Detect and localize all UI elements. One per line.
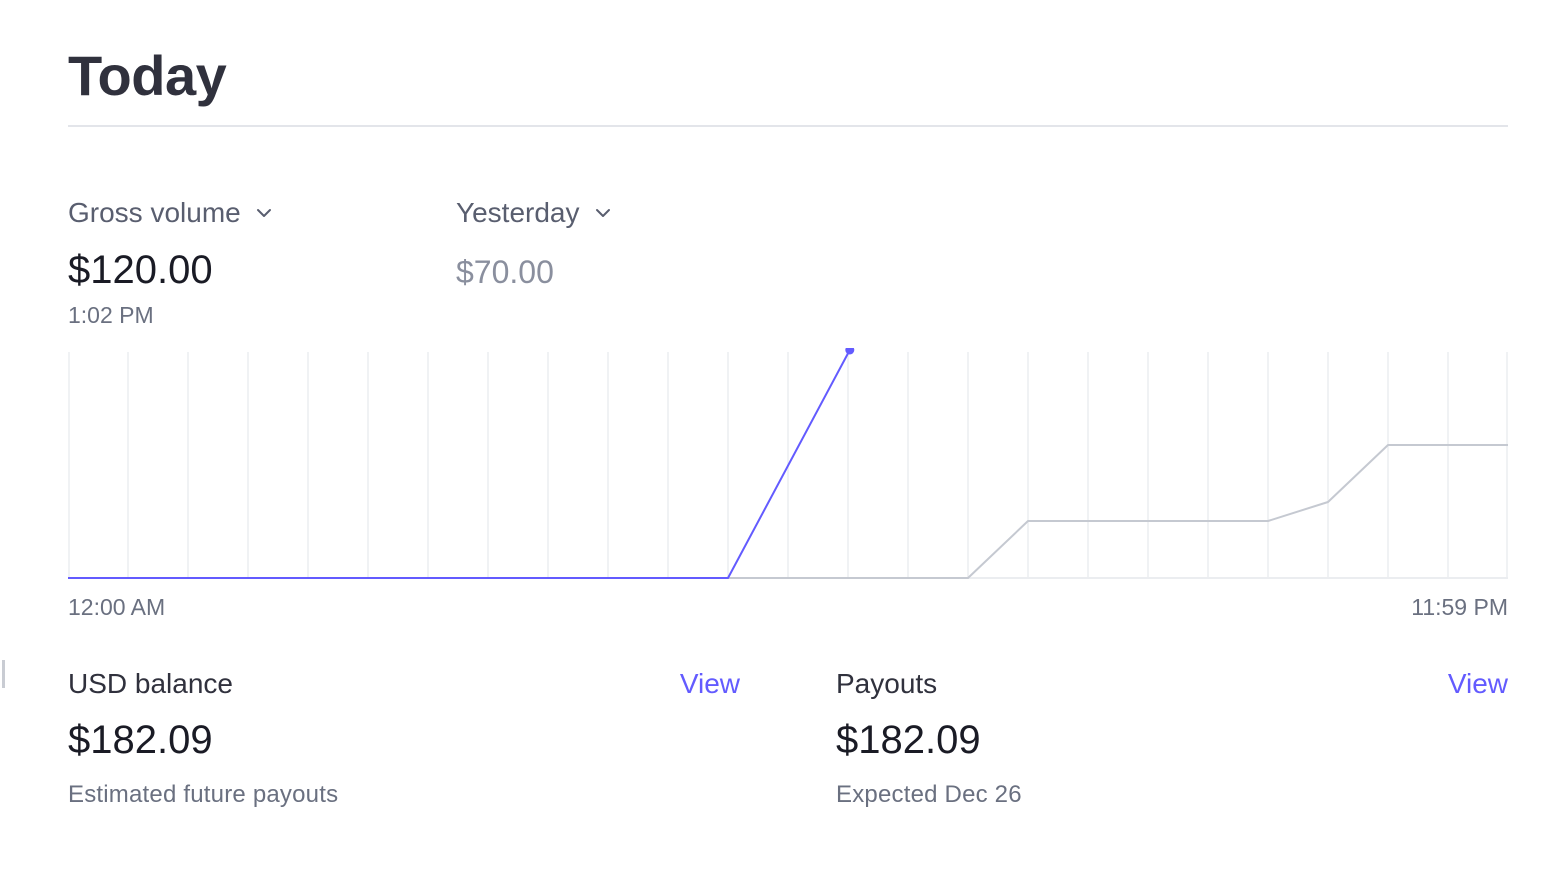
title-divider [68, 125, 1508, 127]
payouts-title: Payouts [836, 668, 938, 699]
current-point-marker[interactable] [845, 348, 855, 355]
chevron-down-icon [592, 202, 614, 224]
payouts-value: $182.09 [836, 718, 981, 762]
payouts-card: Payouts View $182.09 Expected Dec 26 [836, 666, 1508, 826]
series-line-yesterday [728, 444, 1508, 579]
payouts-subtitle: Expected Dec 26 [836, 781, 1022, 808]
payouts-view-link[interactable]: View [1447, 668, 1508, 699]
today-panel: Today Gross volume Yesterday $120.00 $70… [68, 0, 1508, 884]
metric-dropdown-label: Gross volume [68, 197, 241, 228]
usd-balance-card: USD balance View $182.09 Estimated futur… [68, 666, 740, 826]
x-axis-start-label: 12:00 AM [68, 594, 166, 620]
usd-balance-title: USD balance [68, 668, 233, 699]
series-line-today [68, 349, 851, 579]
usd-balance-value: $182.09 [68, 718, 213, 762]
current-time-label: 1:02 PM [68, 302, 154, 328]
resize-handle[interactable] [2, 660, 5, 688]
gross-volume-chart[interactable] [68, 348, 1508, 582]
usd-balance-view-link[interactable]: View [679, 668, 740, 699]
compare-period-dropdown[interactable]: Yesterday [456, 196, 614, 230]
x-axis-end-label: 11:59 PM [1411, 594, 1508, 620]
page-title: Today [68, 44, 227, 107]
metric-dropdown[interactable]: Gross volume [68, 196, 275, 230]
usd-balance-subtitle: Estimated future payouts [68, 781, 339, 808]
chevron-down-icon [253, 202, 275, 224]
gross-volume-value: $120.00 [68, 248, 213, 292]
compare-value: $70.00 [456, 254, 554, 290]
compare-period-label: Yesterday [456, 197, 580, 228]
